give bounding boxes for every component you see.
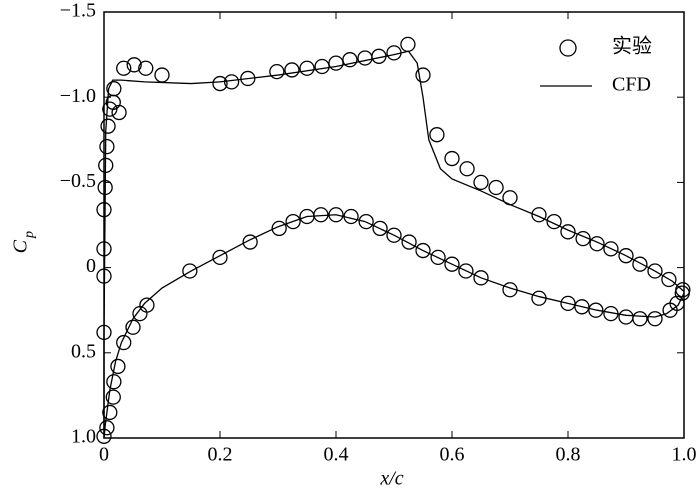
data-point [126,57,142,73]
y-tick-label: 0.5 [71,340,96,362]
x-tick-label: 1.0 [672,444,697,466]
y-axis-label-main: C [10,239,32,253]
data-point [531,207,547,223]
data-point [343,208,359,225]
data-point [458,263,474,279]
y-tick-label: −1.5 [60,0,96,22]
data-point [618,309,634,325]
data-point [444,150,460,167]
data-point [488,179,504,196]
cfd-line [103,50,685,439]
data-point [100,118,116,134]
x-tick-label: 0 [99,444,109,466]
y-tick-label: 0 [86,255,96,277]
legend-label: 实验 [612,35,652,58]
data-point [429,127,445,143]
data-point [603,241,619,257]
data-point [574,299,590,315]
data-point [647,263,663,279]
plot-frame [103,11,685,439]
data-point [473,270,489,286]
data-point [430,249,446,266]
data-point [560,224,576,240]
data-point [285,213,301,230]
data-point [116,334,132,351]
data-point [154,67,170,83]
data-point [357,50,373,66]
data-point [358,213,374,230]
x-tick-label: 0.8 [556,444,581,466]
data-point [182,263,198,279]
data-point [105,389,121,405]
data-point [102,404,118,421]
data-point [96,202,112,218]
data-point [269,63,285,80]
data-point [99,420,115,436]
data-point [240,70,256,87]
data-point [401,234,417,250]
data-point [588,302,604,318]
x-tick-label: 0.2 [208,444,233,466]
y-tick-label: −1.0 [60,85,96,107]
data-point [271,220,287,237]
data-point [242,234,258,250]
data-point [284,62,300,78]
data-point [212,249,228,266]
data-point [372,220,388,237]
y-tick-label: −0.5 [60,170,96,192]
data-point [342,52,358,68]
data-point [415,242,431,259]
data-point [106,81,122,97]
x-tick-label: 0.6 [440,444,465,466]
data-point [669,295,685,312]
data-point [138,60,154,76]
data-point [99,138,115,155]
data-point [632,256,648,272]
data-point [560,295,576,312]
data-point [106,374,122,390]
data-point [212,75,228,92]
data-point [110,358,126,375]
data-point [116,60,132,76]
legend-label: CFD [612,74,651,96]
data-point [299,60,315,76]
y-axis-label-sub: p [22,231,37,239]
data-point [647,311,663,327]
data-point [314,58,330,75]
data-point [473,174,489,191]
data-point [618,248,634,264]
x-tick-label: 0.4 [324,444,349,466]
y-tick-label: 1.0 [71,426,96,448]
data-point [546,213,562,230]
data-point [632,311,648,327]
data-point [102,101,118,117]
data-point [400,36,416,53]
data-point [589,236,605,252]
data-point [96,241,112,257]
data-point [444,256,460,272]
data-point [415,67,431,83]
data-point [459,161,475,177]
x-axis-label: x/c [379,468,403,490]
legend-marker [559,39,577,57]
data-point [386,227,402,243]
data-point [328,55,344,71]
data-point [111,104,127,121]
data-point [139,297,155,313]
data-point [125,319,141,335]
data-point [661,271,677,288]
y-axis-label: C p [10,231,38,253]
